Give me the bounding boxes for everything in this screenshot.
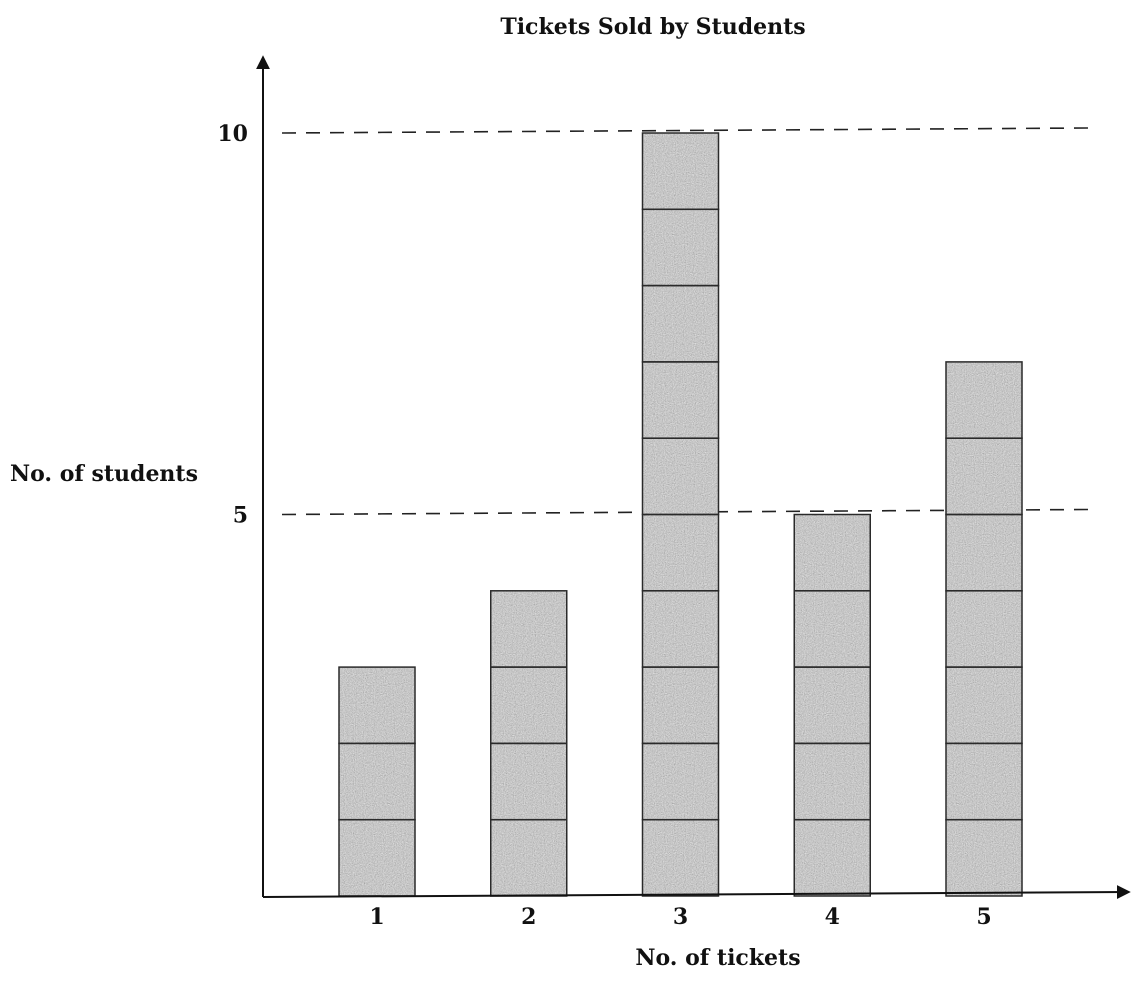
y-tick-label: 10 bbox=[217, 121, 248, 147]
x-tick-label: 1 bbox=[369, 904, 384, 930]
x-tick-label: 3 bbox=[673, 904, 688, 930]
y-tick-label: 5 bbox=[233, 503, 248, 529]
bar bbox=[945, 361, 1023, 897]
bar-fill bbox=[339, 667, 415, 896]
bar-fill bbox=[946, 361, 1022, 896]
bars-group bbox=[338, 132, 1023, 897]
x-axis-label: No. of tickets bbox=[635, 945, 800, 971]
y-axis-label: No. of students bbox=[10, 461, 198, 487]
bar bbox=[641, 132, 720, 897]
x-tick-label: 5 bbox=[976, 904, 991, 930]
x-tick-label: 2 bbox=[521, 904, 536, 930]
bar-unit-block bbox=[490, 590, 568, 668]
y-tick-labels: 5 10 bbox=[217, 121, 248, 529]
chart-title: Tickets Sold by Students bbox=[500, 14, 805, 40]
bar bbox=[490, 590, 568, 897]
x-axis bbox=[262, 885, 1131, 900]
bar-fill bbox=[794, 514, 871, 896]
bar-unit-block bbox=[793, 513, 871, 592]
x-tick-label: 4 bbox=[825, 904, 840, 930]
bar-unit-block bbox=[945, 361, 1023, 439]
x-tick-labels: 1 2 3 4 5 bbox=[369, 904, 991, 930]
bar-unit-block bbox=[641, 132, 720, 211]
bar bbox=[338, 666, 416, 897]
bar-unit-block bbox=[338, 666, 416, 745]
bar bbox=[793, 513, 871, 897]
